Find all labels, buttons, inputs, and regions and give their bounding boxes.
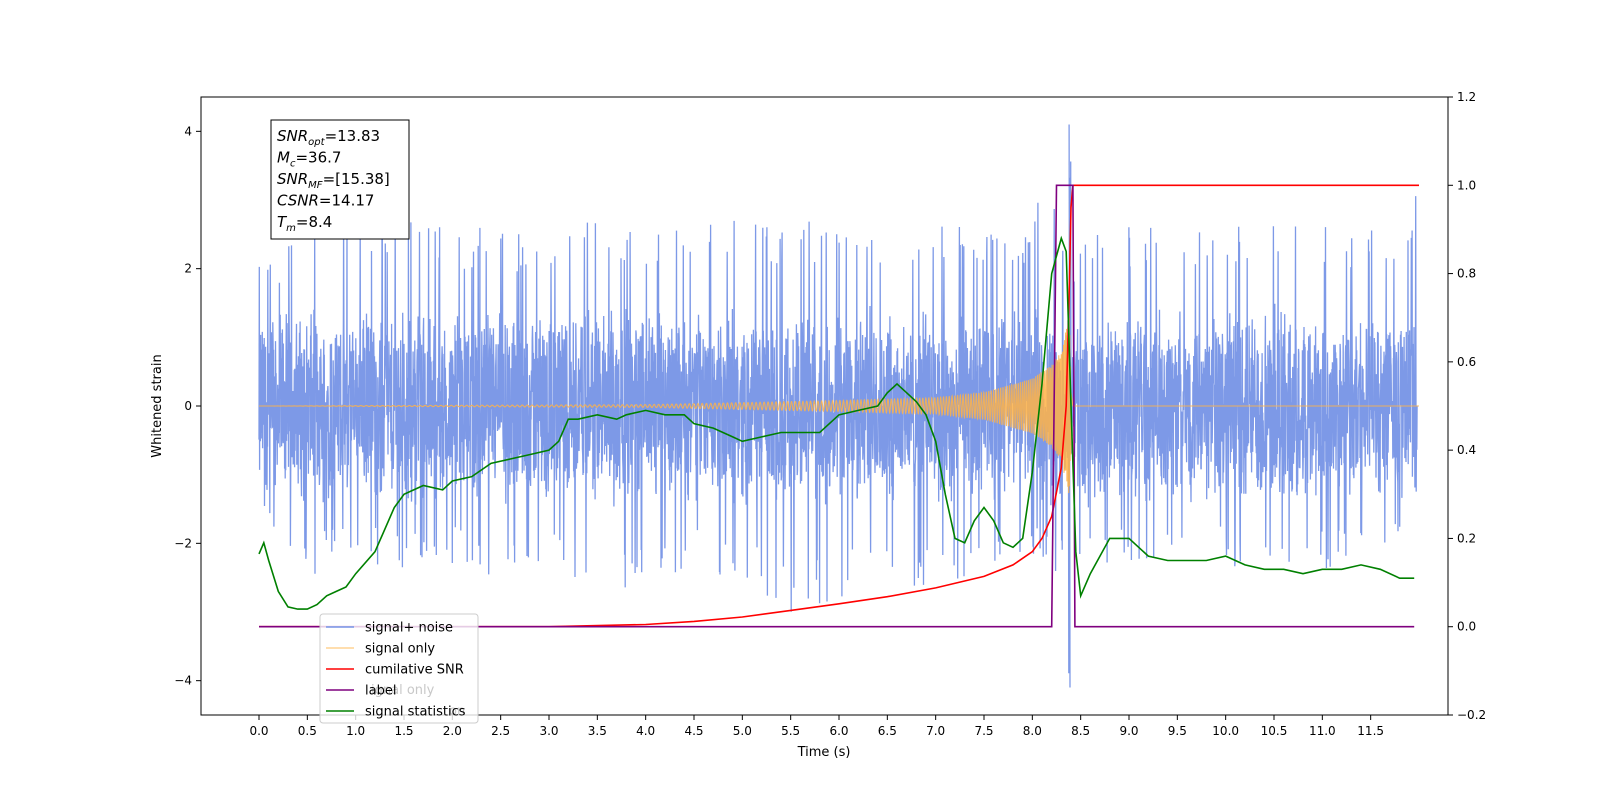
legend: ignal only on signal+ noise signal only cumi… [319,613,479,724]
x-tick-label: 0.5 [298,724,317,738]
x-axis-label: Time (s) [797,745,851,760]
x-tick-label: 9.5 [1168,724,1187,738]
x-tick-label: 2.5 [491,724,510,738]
x-tick-label: 2.0 [443,724,462,738]
annotation-frame [270,119,410,240]
x-tick-label: 8.0 [1023,724,1042,738]
y2-tick-label: 1.2 [1457,90,1476,104]
x-tick-label: 9.0 [1119,724,1138,738]
legend-label: signal statistics [365,705,466,720]
x-tick-label: 7.5 [974,724,993,738]
y-tick-label: 2 [184,262,192,276]
x-tick-label: 8.5 [1071,724,1090,738]
y-tick-label: −4 [174,674,192,688]
x-tick-label: 4.5 [684,724,703,738]
annotation-line: CSNR=14.17 [277,192,374,210]
y-tick-label: 0 [184,399,192,413]
y2-tick-label: 0.2 [1457,531,1476,545]
y2-tick-label: 0.6 [1457,355,1476,369]
y2-tick-label: 1.0 [1457,178,1476,192]
y-axis-right: 1.2 1.0 0.8 0.6 0.4 0.2 0.0 −0.2 [1448,90,1486,722]
x-tick-label: 11.5 [1357,724,1384,738]
legend-label: signal only [365,642,435,657]
legend-label: signal+ noise [365,621,453,636]
y-axis-label: Whitened strain [150,354,165,457]
annotation-line: Tm=8.4 [277,213,332,234]
x-tick-label: 4.0 [636,724,655,738]
x-tick-label: 7.0 [926,724,945,738]
x-tick-label: 11.0 [1309,724,1336,738]
annotation-line: Mc=36.7 [277,149,341,170]
x-tick-label: 6.5 [878,724,897,738]
x-tick-label: 3.0 [539,724,558,738]
x-tick-label: 1.5 [394,724,413,738]
series-signal-only-line [259,317,1419,494]
y2-tick-label: 0.0 [1457,620,1476,634]
annotation-box: SNRopt=13.83Mc=36.7SNRMF=[15.38]CSNR=14.… [270,119,410,240]
series-label-line [259,184,1415,628]
legend-label: cumilative SNR [365,663,464,678]
x-tick-label: 5.5 [781,724,800,738]
x-tick-label: 5.0 [733,724,752,738]
annotation-line: SNRopt=13.83 [277,127,380,148]
y2-tick-label: −0.2 [1457,708,1486,722]
legend-ghost-text: on [449,704,465,719]
y2-tick-label: 0.4 [1457,443,1476,457]
y2-tick-label: 0.8 [1457,267,1476,281]
x-tick-label: 3.5 [588,724,607,738]
legend-label: label [365,684,396,699]
x-tick-label: 0.0 [249,724,268,738]
x-tick-label: 10.0 [1212,724,1239,738]
y-axis-left: 4 2 0 −2 −4 [174,124,201,688]
y-tick-label: −2 [174,536,192,550]
annotation-line: SNRMF=[15.38] [277,170,390,191]
x-tick-label: 10.5 [1261,724,1288,738]
series-layer [258,124,1419,688]
legend-ghost-text: ignal only [371,683,435,698]
x-tick-label: 6.0 [829,724,848,738]
series-signal-statistics-line [258,235,1415,610]
x-tick-label: 1.0 [346,724,365,738]
legend-frame [319,613,479,724]
x-axis: 0.0 0.5 1.0 1.5 2.0 2.5 3.0 3.5 4.0 4.5 5.0 5.5 6.0 6… [249,715,1384,738]
y-tick-label: 4 [184,124,192,138]
